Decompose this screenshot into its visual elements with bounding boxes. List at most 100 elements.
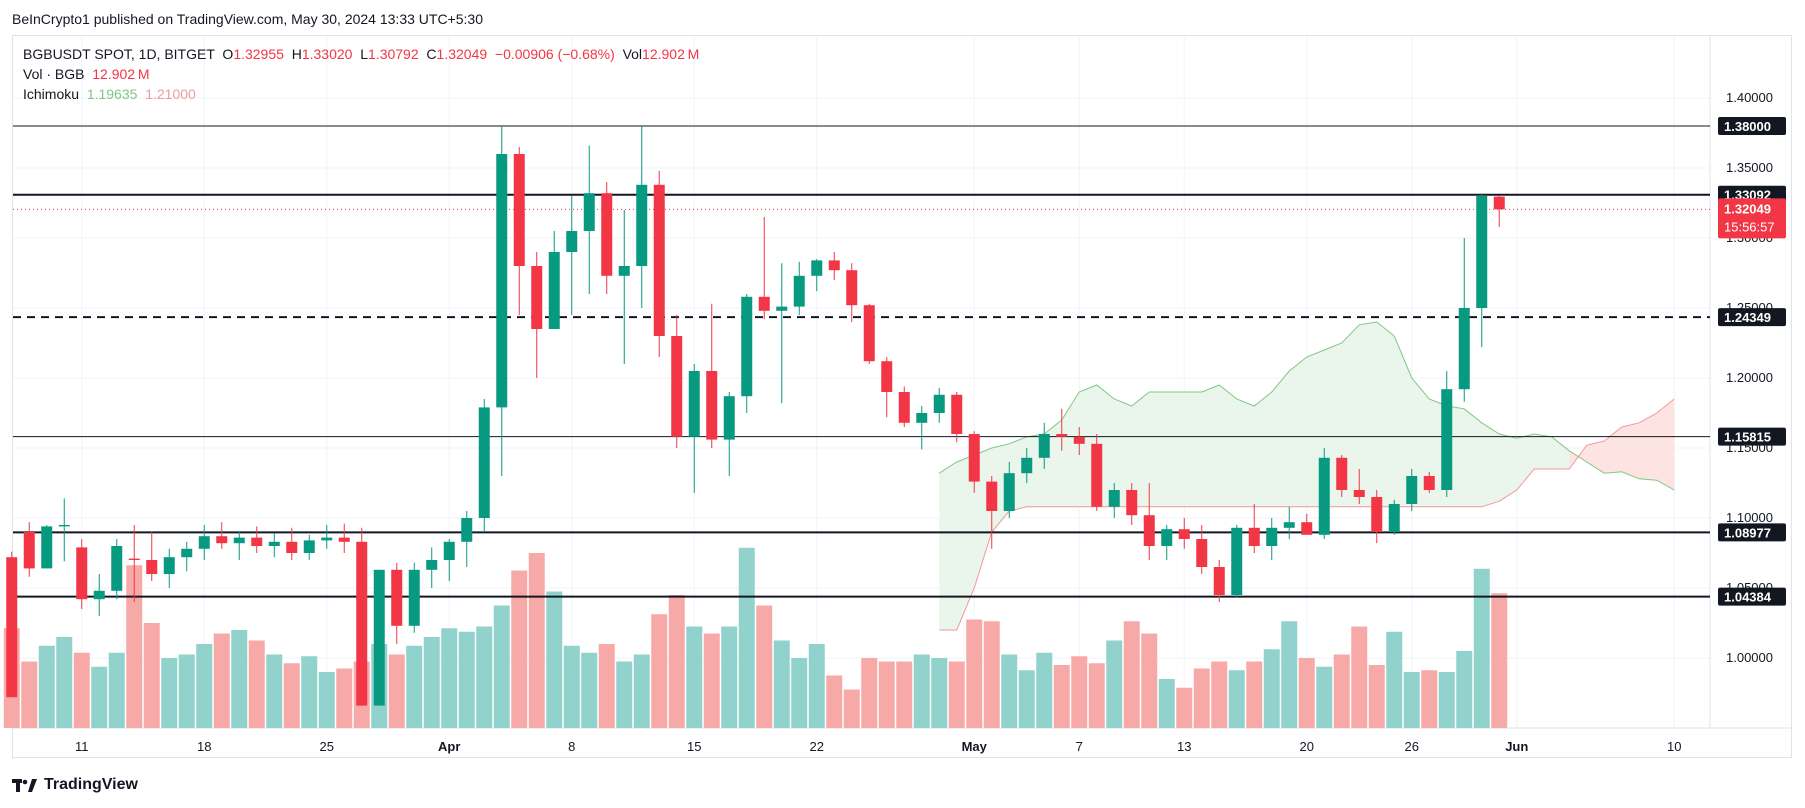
candle-body-8 [146, 560, 158, 574]
volume-bar-39 [686, 626, 703, 728]
x-tick-label-6: 22 [810, 739, 824, 754]
volume-bar-48 [843, 689, 860, 728]
volume-bar-65 [1141, 633, 1158, 728]
volume-bar-2 [38, 645, 55, 728]
candle-body-25 [443, 541, 455, 560]
candle-body-82 [1441, 389, 1453, 490]
y-tick-label-8: 1.40000 [1726, 90, 1773, 105]
volume-bar-74 [1298, 658, 1315, 728]
candle-body-68 [1196, 539, 1208, 567]
x-tick-label-4: 8 [568, 739, 575, 754]
volume-bar-9 [161, 658, 178, 728]
low-value: 1.30792 [368, 46, 419, 62]
volume-bar-85 [1491, 593, 1508, 728]
candle-body-26 [461, 518, 473, 542]
ichimoku-span-a-value: 1.19635 [86, 86, 138, 102]
volume-bar-32 [563, 645, 580, 728]
chart-frame [12, 35, 1792, 758]
volume-bar-75 [1316, 666, 1333, 728]
candle-body-65 [1143, 515, 1155, 546]
volume-bar-25 [441, 628, 458, 728]
candle-body-11 [198, 536, 210, 549]
candle-body-84 [1476, 196, 1488, 308]
level-badge-bg-3 [1718, 427, 1786, 446]
candle-body-18 [321, 537, 333, 541]
volume-bar-49 [861, 658, 878, 728]
footer-brand[interactable]: TradingView [44, 776, 138, 793]
candle-body-66 [1161, 529, 1173, 546]
candle-body-80 [1406, 476, 1418, 504]
candle-body-74 [1301, 522, 1313, 535]
volume-indicator-label[interactable]: Vol · BGB [23, 66, 85, 82]
candle-body-62 [1091, 443, 1103, 507]
volume-bar-77 [1351, 626, 1368, 728]
volume-bar-55 [966, 619, 983, 728]
volume-bar-28 [493, 605, 510, 728]
candle-body-42 [741, 296, 753, 397]
volume-bar-63 [1106, 640, 1123, 728]
candle-body-75 [1318, 457, 1330, 535]
volume-bar-22 [388, 654, 405, 728]
volume-bar-6 [108, 652, 125, 728]
last-price-label: 1.32049 [1724, 201, 1771, 216]
volume-bar-78 [1368, 665, 1385, 728]
candle-body-22 [391, 569, 403, 626]
candle-body-19 [338, 537, 350, 542]
symbol-name[interactable]: BGBUSDT SPOT, 1D, BITGET [23, 46, 215, 62]
candle-body-17 [303, 540, 315, 553]
volume-bar-80 [1403, 672, 1420, 728]
volume-bar-70 [1228, 670, 1245, 728]
volume-bar-13 [231, 630, 248, 728]
volume-bar-73 [1281, 621, 1298, 728]
footer: TradingView [12, 776, 138, 794]
volume-bar-53 [931, 658, 948, 728]
candle-body-46 [811, 260, 823, 276]
candle-body-9 [163, 557, 175, 574]
volume-bar-84 [1473, 568, 1490, 728]
candle-body-49 [863, 305, 875, 362]
candle-body-44 [776, 306, 788, 311]
candle-body-76 [1336, 457, 1348, 490]
ichimoku-label[interactable]: Ichimoku [23, 86, 80, 102]
candle-body-10 [181, 548, 193, 558]
candle-body-85 [1493, 196, 1505, 210]
volume-bar-19 [336, 668, 353, 728]
volume-bar-17 [301, 656, 318, 728]
level-badge-label-5: 1.04384 [1724, 590, 1772, 605]
volume-bar-38 [668, 595, 685, 728]
candle-body-79 [1388, 504, 1400, 532]
volume-bar-52 [913, 654, 930, 728]
volume-bar-51 [896, 661, 913, 728]
volume-bar-36 [633, 654, 650, 728]
ichimoku-span-b-line [939, 398, 1675, 631]
open-value: 1.32955 [233, 46, 284, 62]
y-tick-label-0: 1.00000 [1726, 650, 1773, 665]
candle-body-78 [1371, 497, 1383, 532]
candle-body-45 [793, 275, 805, 307]
volume-indicator-value: 12.902 M [92, 66, 150, 82]
candle-body-70 [1231, 527, 1243, 595]
volume-bar-41 [721, 626, 738, 728]
candle-body-43 [758, 296, 770, 311]
candle-body-47 [828, 260, 840, 271]
volume-bar-30 [528, 553, 545, 728]
volume-bar-68 [1193, 668, 1210, 728]
volume-bar-7 [126, 565, 143, 728]
candle-body-63 [1108, 490, 1120, 507]
close-value: 1.32049 [436, 46, 488, 62]
candle-body-40 [706, 371, 718, 440]
candle-body-72 [1266, 527, 1278, 546]
candle-body-81 [1423, 476, 1435, 490]
x-tick-label-12: Jun [1505, 739, 1528, 754]
candle-body-31 [548, 252, 560, 329]
level-badge-bg-0 [1718, 117, 1786, 135]
x-tick-label-8: 7 [1076, 739, 1083, 754]
last-price-badge-bg [1718, 198, 1786, 239]
ichimoku-cloud [939, 322, 1675, 630]
ichimoku-cloud-bearish [1569, 399, 1675, 490]
volume-bar-42 [738, 547, 755, 728]
x-tick-label-13: 10 [1667, 739, 1681, 754]
volume-bar-50 [878, 661, 895, 728]
volume-bar-23 [406, 645, 423, 728]
